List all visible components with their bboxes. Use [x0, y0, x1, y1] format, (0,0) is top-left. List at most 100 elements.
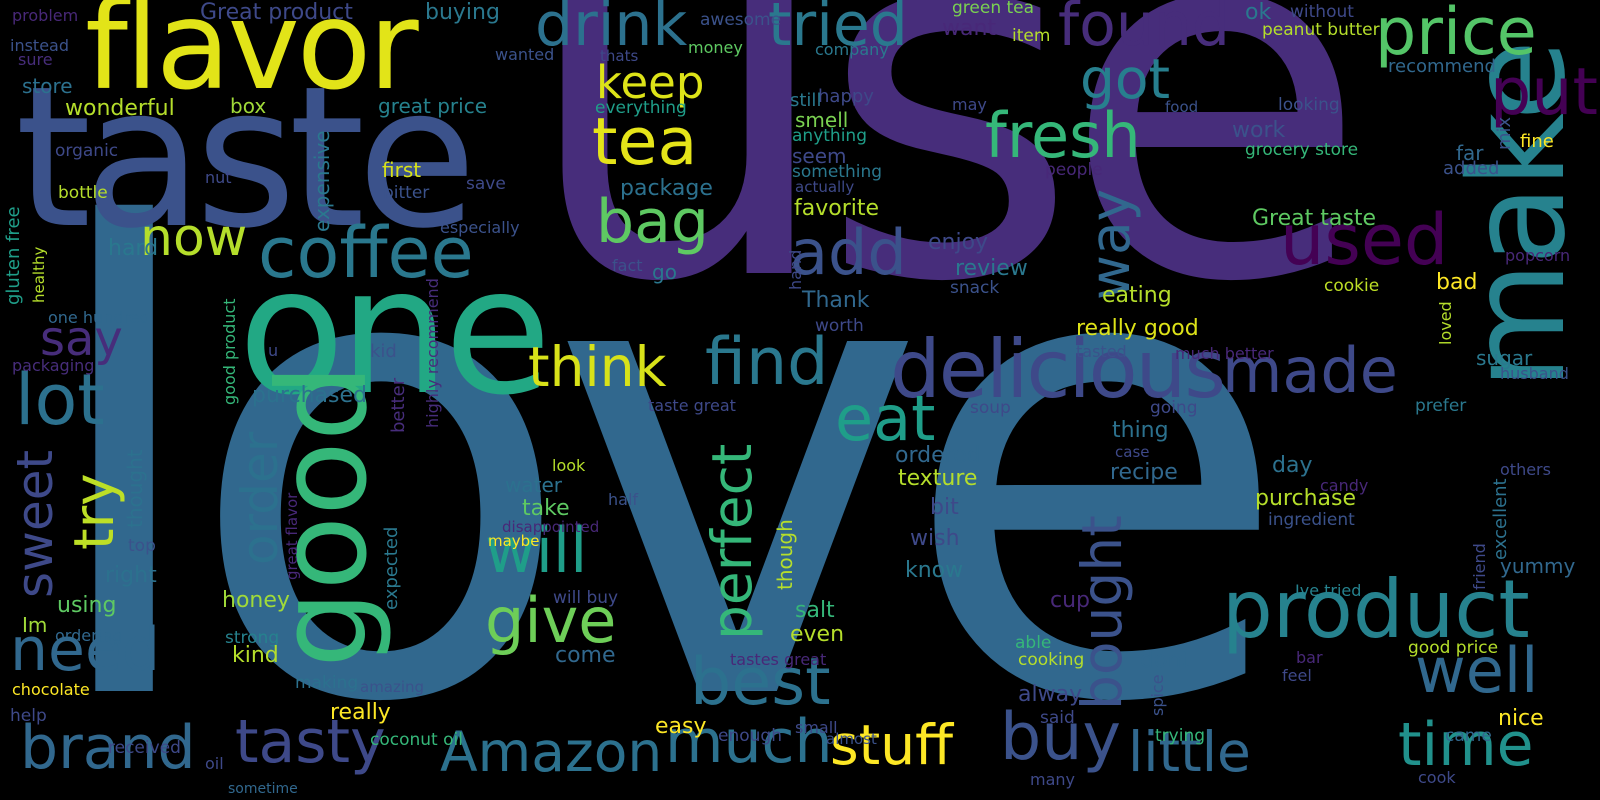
word-thats: thats	[600, 47, 639, 65]
word-cook: cook	[1418, 768, 1456, 787]
word-green-tea: green tea	[952, 0, 1035, 18]
word-spice: spice	[1148, 674, 1167, 716]
word-add: add	[790, 216, 907, 289]
word-right: right	[105, 563, 157, 588]
word-packaging: packaging	[12, 356, 95, 375]
word-bar: bar	[1296, 648, 1323, 667]
word-able: able	[1015, 633, 1052, 653]
word-fresh: fresh	[985, 99, 1141, 172]
word-worth: worth	[815, 316, 864, 336]
word-bit: bit	[930, 495, 959, 520]
word-product: product	[1222, 563, 1530, 656]
word-buy: buy	[1000, 700, 1121, 775]
word-may: may	[952, 95, 987, 114]
word-looking: looking	[1278, 95, 1340, 115]
word-friend: friend	[1470, 543, 1489, 590]
word-thought: thought	[123, 449, 147, 528]
word-order: order	[231, 431, 289, 565]
word-item: item	[1012, 26, 1051, 46]
word-people: people	[1045, 160, 1103, 180]
word-grocery-store: grocery store	[1245, 140, 1359, 160]
word-snack: snack	[950, 278, 1000, 298]
word-money: money	[688, 38, 743, 57]
word-ok: ok	[1245, 0, 1272, 25]
word-bottle: bottle	[58, 183, 108, 203]
word-expected: expected	[381, 526, 402, 610]
word-came: came	[1445, 726, 1492, 746]
word-easy: easy	[655, 714, 707, 739]
word-better: better	[388, 377, 409, 433]
word-little: little	[1128, 720, 1251, 784]
word-stuff: stuff	[830, 713, 953, 777]
word-texture: texture	[898, 466, 978, 491]
word-small: small	[795, 718, 838, 737]
word-highly-recommend: highly recommend	[423, 278, 442, 428]
word-review: review	[955, 256, 1028, 281]
word-good-price: good price	[1408, 638, 1499, 658]
word-received: received	[108, 738, 181, 758]
word-others: others	[1500, 460, 1551, 479]
word-dont: dont	[1140, 648, 1190, 673]
word-purchased: purchased	[252, 383, 367, 408]
word-cookie: cookie	[1324, 276, 1380, 296]
word-u: u	[268, 341, 279, 360]
word-love: love	[35, 97, 1293, 800]
word-organic: organic	[55, 141, 119, 161]
word-one: one	[238, 231, 552, 434]
word-said: said	[1040, 708, 1075, 728]
word-cup: cup	[1050, 588, 1091, 613]
word-coffee: coffee	[258, 212, 474, 294]
word-healthy: healthy	[30, 246, 48, 303]
word-good-product: good product	[220, 298, 239, 405]
word-delicious: delicious	[890, 323, 1226, 416]
word-happy: happy	[818, 86, 874, 107]
word-taste: taste	[15, 44, 477, 271]
word-made: made	[1222, 334, 1398, 407]
word-taste-great: taste great	[648, 396, 736, 415]
word-bag: bag	[596, 187, 709, 257]
word-lot: lot	[15, 359, 105, 441]
word-though: though	[773, 519, 797, 590]
word-thank: Thank	[802, 288, 870, 313]
word-favorite: favorite	[794, 196, 880, 221]
word-still: still	[790, 90, 822, 111]
word-water: water	[505, 473, 562, 497]
word-coconut-oil: coconut oil	[370, 730, 463, 750]
word-help: help	[10, 706, 47, 726]
word-buying: buying	[425, 0, 500, 25]
word-excellent: excellent	[1490, 478, 1511, 560]
word-flavor: flavor	[85, 0, 419, 117]
word-using: using	[57, 593, 117, 618]
word-far: far	[1456, 141, 1484, 165]
word-maybe: maybe	[488, 532, 540, 550]
word-time: time	[1398, 710, 1534, 780]
word-try: try	[62, 473, 126, 550]
word-expensive: expensive	[310, 130, 334, 232]
word-ive-tried: Ive tried	[1295, 581, 1362, 600]
word-nice: nice	[1498, 706, 1544, 731]
word-food: food	[1165, 98, 1199, 116]
word-tasty: tasty	[235, 707, 386, 777]
word-wish: wish	[910, 526, 960, 551]
word-alway: alway	[1018, 682, 1083, 707]
word-got: got	[1080, 47, 1171, 111]
word-hard: hard	[108, 236, 159, 261]
word-well: well	[1415, 634, 1539, 707]
word-instead: instead	[10, 36, 69, 55]
word-recipe: recipe	[1110, 460, 1178, 485]
word-brand: brand	[20, 713, 196, 783]
word-peanut-butter: peanut butter	[1262, 20, 1380, 40]
word-save: save	[466, 174, 506, 194]
word-perfect: perfect	[700, 443, 764, 640]
word-best: best	[690, 645, 831, 720]
word-will: will	[485, 514, 588, 587]
word-find: find	[705, 325, 829, 400]
word-ordering: ordering	[55, 626, 123, 645]
word-wonderful: wonderful	[65, 96, 175, 121]
word-without: without	[1290, 2, 1354, 22]
word-sure: sure	[18, 50, 53, 69]
word-great-flavor: great flavor	[283, 492, 301, 580]
word-case: case	[1115, 443, 1150, 461]
word-go: go	[652, 260, 677, 284]
word-half: half	[608, 490, 639, 509]
